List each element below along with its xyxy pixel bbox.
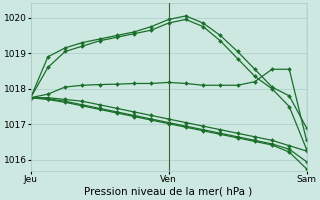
X-axis label: Pression niveau de la mer( hPa ): Pression niveau de la mer( hPa ) bbox=[84, 187, 253, 197]
